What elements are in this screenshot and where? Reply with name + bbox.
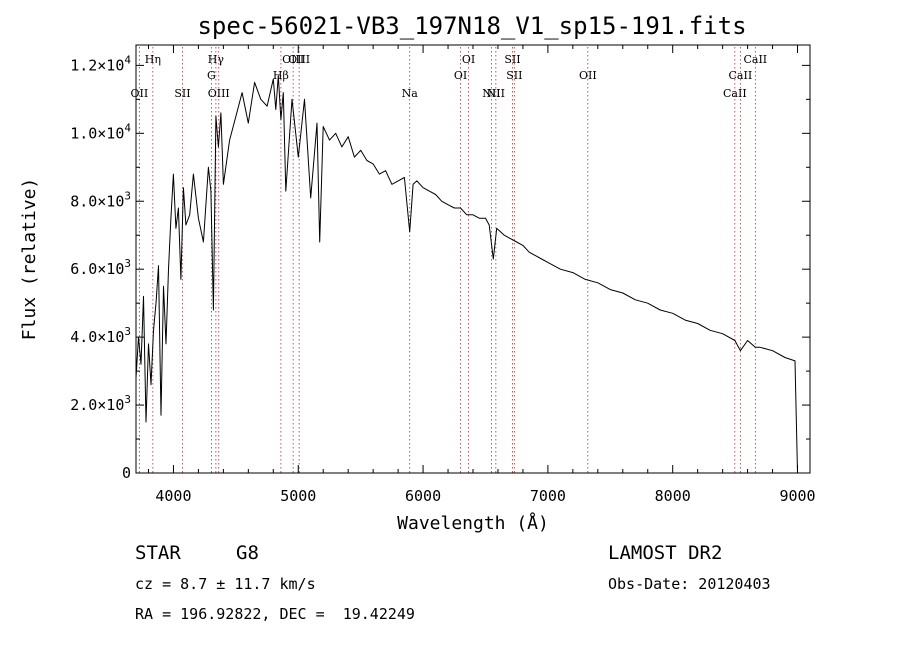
y-tick-label: 4.0×103 xyxy=(70,325,131,346)
y-tick-label: 6.0×103 xyxy=(70,257,131,278)
x-axis-label: Wavelength (Å) xyxy=(397,512,549,534)
x-tick-label: 4000 xyxy=(155,487,191,505)
plot-area xyxy=(135,75,798,474)
y-tick-label: 2.0×103 xyxy=(70,393,131,414)
line-marker-label: NII xyxy=(482,87,500,100)
line-marker-label: Hβ xyxy=(273,69,289,82)
survey-name: LAMOST DR2 xyxy=(608,542,723,564)
x-tick-label: 6000 xyxy=(405,487,441,505)
object-class: STAR xyxy=(135,542,181,564)
line-marker-label: G xyxy=(207,69,216,82)
line-marker-label: SII xyxy=(506,69,522,82)
line-marker-label: SII xyxy=(504,53,520,66)
line-marker-label: CaII xyxy=(723,87,747,100)
x-tick-label: 5000 xyxy=(280,487,316,505)
line-marker-label: OII xyxy=(131,87,149,100)
line-marker-label: Hγ xyxy=(208,53,225,66)
coordinates: RA = 196.92822, DEC = 19.42249 xyxy=(135,605,415,623)
line-marker-label: OIII xyxy=(282,53,304,66)
line-marker-label: SII xyxy=(174,87,190,100)
line-marker-label: CaII xyxy=(729,69,753,82)
line-marker-label: OII xyxy=(579,69,597,82)
line-marker-labels: OIIHηSIIHγGOIIIHβOIIIOIIINaOIOINIINIISII… xyxy=(131,53,768,100)
y-tick-label: 1.0×104 xyxy=(70,121,131,142)
line-marker-label: Na xyxy=(402,87,419,100)
observation-date: Obs-Date: 20120403 xyxy=(608,575,771,593)
y-tick-label: 1.2×104 xyxy=(70,53,131,74)
chart-title: spec-56021-VB3_197N18_V1_sp15-191.fits xyxy=(197,12,746,40)
line-marker-label: CaII xyxy=(743,53,767,66)
plot-frame xyxy=(135,44,811,474)
line-marker-label: Hη xyxy=(145,53,161,66)
spectrum-chart: spec-56021-VB3_197N18_V1_sp15-191.fits O… xyxy=(19,12,816,534)
x-tick-label: 7000 xyxy=(530,487,566,505)
line-marker-label: OI xyxy=(462,53,475,66)
line-marker-label: OIII xyxy=(288,53,310,66)
x-tick-label: 8000 xyxy=(655,487,691,505)
y-axis-label: Flux (relative) xyxy=(19,178,40,341)
line-marker-lines xyxy=(138,47,756,473)
y-axis: 0 2.0×103 4.0×103 6.0×103 8.0×103 1.0×104 1.2×… xyxy=(70,53,810,482)
redshift-cz: cz = 8.7 ± 11.7 km/s xyxy=(135,575,316,593)
x-tick-label: 9000 xyxy=(779,487,815,505)
y-tick-label: 0 xyxy=(122,464,131,482)
line-marker-label: OIII xyxy=(208,87,230,100)
line-marker-label: OI xyxy=(454,69,467,82)
line-marker-label: NII xyxy=(487,87,505,100)
x-axis: 4000 5000 6000 7000 8000 9000 xyxy=(147,45,816,505)
spectrum-series xyxy=(135,75,798,474)
y-tick-label: 8.0×103 xyxy=(70,189,131,210)
spectral-subclass: G8 xyxy=(236,542,259,564)
